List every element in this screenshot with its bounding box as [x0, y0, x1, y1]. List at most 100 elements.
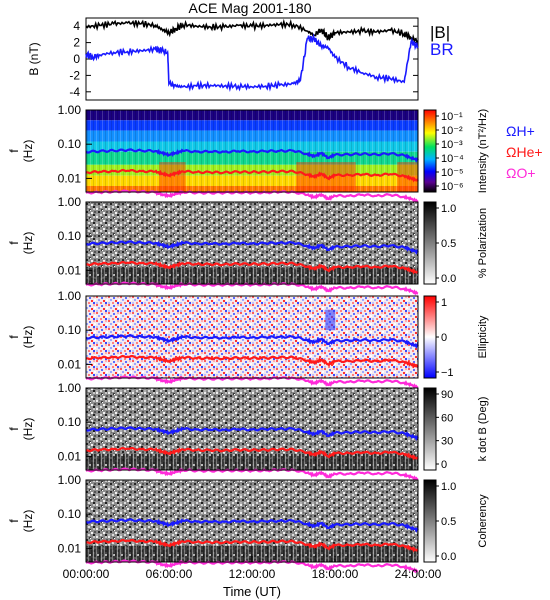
bfield-ytick-label: -2 — [69, 68, 80, 82]
spec-ytick-label: 0.10 — [58, 323, 82, 337]
kdotb-colorbar-label: k dot B (Deg) — [477, 397, 489, 462]
panel-polarization: 1.00 0.10 0.01 f (Hz) 1.0 0.5 0.0 % Polarization — [7, 195, 489, 296]
bfield-ylabel-B: B (nT) — [27, 42, 41, 75]
colorbar-tick-label: 60 — [441, 412, 453, 424]
gyro-line-h — [85, 148, 419, 163]
colorbar-tick-label: 10⁻¹ — [441, 111, 463, 123]
xtick-label: 24:00:00 — [395, 567, 442, 581]
colorbar-tick-label: 0.5 — [441, 238, 456, 250]
spec-ylabel-f: f — [7, 427, 21, 431]
colorbar-tick-label: 0.0 — [441, 273, 456, 285]
xtick-label: 18:00:00 — [312, 567, 359, 581]
bfield-ytick-label: -4 — [69, 85, 80, 99]
polarization-colorbar — [423, 201, 437, 285]
spec-ylabel-unit: (Hz) — [21, 326, 35, 349]
intensity-colorbar-label: Intensity (nT²/Hz) — [477, 109, 489, 193]
intensity-colorbar — [423, 109, 437, 193]
intensity-frame — [85, 109, 419, 193]
spec-ylabel-unit: (Hz) — [21, 232, 35, 255]
spec-ytick-label: 1.00 — [58, 289, 82, 303]
bfield-series-group — [85, 18, 419, 93]
figure-title: ACE Mag 2001-180 — [189, 0, 312, 16]
gyro-line-he — [86, 260, 419, 275]
polarization-frame — [85, 201, 419, 285]
spec-ylabel-unit: (Hz) — [21, 418, 35, 441]
ellipticity-colorbar-label: Ellipticity — [477, 315, 489, 358]
panel-kdotb: 1.00 0.10 0.01 f (Hz) 90 60 30 0 k dot B (Deg) — [7, 381, 489, 482]
spec-ytick-label: 1.00 — [58, 195, 82, 209]
gyro-line-he — [86, 538, 419, 553]
colorbar-tick-label: 0.5 — [441, 516, 456, 528]
gyro-legend: ΩH+ ΩHe+ ΩO+ — [506, 123, 543, 181]
x-axis-title: Time (UT) — [223, 584, 281, 599]
colorbar-tick-label: 30 — [441, 436, 453, 448]
spec-ylabel-unit: (Hz) — [21, 140, 35, 163]
legend-b-r: BR — [430, 40, 454, 59]
spec-ylabel-f: f — [7, 335, 21, 339]
spec-ytick-label: 1.00 — [58, 103, 82, 117]
legend-omega-h: ΩH+ — [506, 123, 535, 139]
bfield-ytick-label: 4 — [73, 19, 80, 33]
polarization-lowfreq-band — [86, 267, 418, 284]
kdotb-colorbar — [423, 387, 437, 471]
spec-ytick-label: 0.01 — [58, 357, 82, 371]
spec-ylabel-f: f — [7, 149, 21, 153]
colorbar-tick-label: 10⁻⁶ — [441, 181, 464, 193]
spec-ytick-label: 0.10 — [58, 229, 82, 243]
polarization-colorbar-label: % Polarization — [477, 208, 489, 278]
colorbar-tick-label: 10⁻⁴ — [441, 153, 464, 165]
bfield-ytick-label: 0 — [73, 52, 80, 66]
colorbar-tick-label: 10⁻⁵ — [441, 167, 464, 179]
colorbar-tick-label: 10⁻² — [441, 125, 463, 137]
series-line-b-r — [85, 33, 419, 93]
bfield-ytick-label: 2 — [73, 36, 80, 50]
spec-ytick-label: 0.10 — [58, 507, 82, 521]
spec-ylabel-f: f — [7, 519, 21, 523]
colorbar-tick-label: −1 — [441, 367, 454, 379]
gyro-line-h — [85, 240, 419, 255]
kdotb-frame — [85, 387, 419, 471]
gyro-line-he — [86, 168, 419, 183]
gyro-line-h — [85, 426, 419, 441]
gyro-line-h — [85, 334, 419, 349]
coherency-colorbar-label: Coherency — [477, 494, 489, 548]
colorbar-tick-label: 0.0 — [441, 551, 456, 563]
coherency-colorbar — [423, 479, 437, 563]
spec-ytick-label: 0.01 — [58, 171, 82, 185]
spec-ylabel-unit: (Hz) — [21, 510, 35, 533]
colorbar-tick-label: 0 — [441, 459, 447, 471]
colorbar-tick-label: 90 — [441, 389, 453, 401]
colorbar-tick-label: 0 — [441, 332, 447, 344]
panel-intensity: 1.00 0.10 0.01 f (Hz) 10⁻¹ 10⁻² 10⁻³ 10⁻⁴ 10⁻⁵ 10⁻… — [7, 103, 489, 204]
xtick-label: 12:00:00 — [229, 567, 276, 581]
xtick-label: 00:00:00 — [63, 567, 110, 581]
spec-ytick-label: 0.01 — [58, 449, 82, 463]
colorbar-tick-label: 10⁻³ — [441, 139, 463, 151]
panel-ellipticity: 1.00 0.10 0.01 f (Hz) 1 0 −1 Ellipticity — [7, 289, 489, 390]
spec-ylabel-f: f — [7, 241, 21, 245]
spec-ytick-label: 0.01 — [58, 263, 82, 277]
spectrogram-panels: 1.000.100.01f (Hz)10⁻¹10⁻²10⁻³10⁻⁴10⁻⁵10⁻… — [7, 103, 489, 574]
spec-ytick-label: 0.01 — [58, 541, 82, 555]
ellipticity-frame — [85, 295, 419, 379]
series-line-b-total — [85, 18, 419, 44]
xtick-label: 06:00:00 — [146, 567, 193, 581]
gyro-line-h — [85, 518, 419, 533]
colorbar-tick-label: 1.0 — [441, 481, 456, 493]
intensity-enhancement — [159, 162, 186, 192]
panel-coherency: 1.00 0.10 0.01 f (Hz) 1.0 0.5 0.0 Coherency — [7, 473, 489, 574]
legend-omega-he: ΩHe+ — [506, 144, 543, 160]
spec-ytick-label: 0.10 — [58, 137, 82, 151]
kdotb-lowfreq-band — [86, 453, 418, 470]
legend-b-total: |B| — [430, 23, 450, 42]
colorbar-tick-label: 1.0 — [441, 203, 456, 215]
colorbar-tick-label: 1 — [441, 297, 447, 309]
spec-ytick-label: 1.00 — [58, 381, 82, 395]
time-x-axis: 00:00:00 06:00:00 12:00:00 18:00:00 24:00:00 — [63, 556, 442, 581]
spec-ytick-label: 0.10 — [58, 415, 82, 429]
gyro-line-he — [86, 354, 419, 369]
ellipticity-feature — [325, 309, 336, 331]
legend-omega-o: ΩO+ — [506, 165, 536, 181]
ellipticity-colorbar — [423, 295, 437, 379]
